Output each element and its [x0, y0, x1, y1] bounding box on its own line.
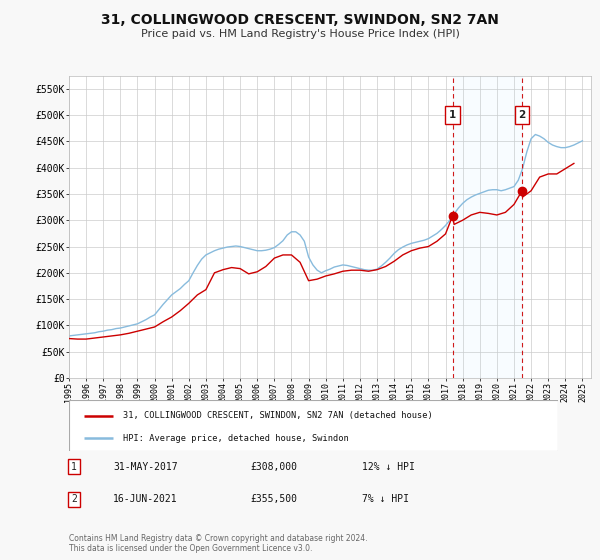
Text: Contains HM Land Registry data © Crown copyright and database right 2024.
This d: Contains HM Land Registry data © Crown c… — [69, 534, 367, 553]
Text: HPI: Average price, detached house, Swindon: HPI: Average price, detached house, Swin… — [123, 433, 349, 443]
Text: £308,000: £308,000 — [250, 461, 297, 472]
Text: 31-MAY-2017: 31-MAY-2017 — [113, 461, 178, 472]
FancyBboxPatch shape — [69, 400, 558, 451]
Text: Price paid vs. HM Land Registry's House Price Index (HPI): Price paid vs. HM Land Registry's House … — [140, 29, 460, 39]
Text: 12% ↓ HPI: 12% ↓ HPI — [362, 461, 415, 472]
Text: 7% ↓ HPI: 7% ↓ HPI — [362, 494, 409, 505]
Text: 1: 1 — [71, 461, 77, 472]
Text: 2: 2 — [71, 494, 77, 505]
Bar — [452, 76, 522, 378]
Text: £355,500: £355,500 — [250, 494, 297, 505]
Text: 16-JUN-2021: 16-JUN-2021 — [113, 494, 178, 505]
Text: 1: 1 — [449, 110, 456, 120]
Text: 31, COLLINGWOOD CRESCENT, SWINDON, SN2 7AN (detached house): 31, COLLINGWOOD CRESCENT, SWINDON, SN2 7… — [123, 411, 433, 420]
Text: 2: 2 — [518, 110, 526, 120]
Text: 31, COLLINGWOOD CRESCENT, SWINDON, SN2 7AN: 31, COLLINGWOOD CRESCENT, SWINDON, SN2 7… — [101, 13, 499, 27]
